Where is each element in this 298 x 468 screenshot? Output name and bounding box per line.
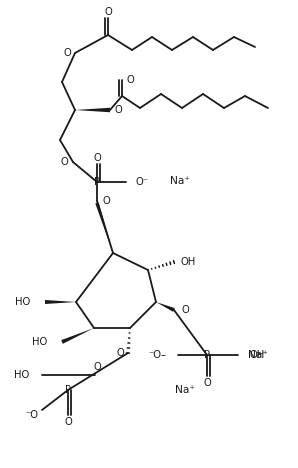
Text: Na⁺: Na⁺ [248, 350, 268, 360]
Text: HO: HO [14, 370, 29, 380]
Text: O: O [116, 348, 124, 358]
Text: P: P [94, 177, 100, 187]
Text: ⁻O: ⁻O [26, 410, 38, 420]
Text: O: O [114, 105, 122, 115]
Text: OH: OH [250, 350, 265, 360]
Polygon shape [75, 108, 110, 112]
Text: HO: HO [32, 337, 47, 347]
Polygon shape [45, 300, 76, 304]
Text: Na⁺: Na⁺ [175, 385, 195, 395]
Text: OH: OH [180, 257, 195, 267]
Text: O: O [203, 378, 211, 388]
Text: O: O [182, 305, 190, 315]
Text: O: O [126, 75, 134, 85]
Text: P: P [65, 385, 71, 395]
Text: O: O [102, 196, 110, 206]
Text: O: O [104, 7, 112, 17]
Text: O: O [63, 48, 71, 58]
Text: ⁻O–: ⁻O– [148, 350, 166, 360]
Text: O: O [64, 417, 72, 427]
Text: O: O [60, 157, 68, 167]
Text: O: O [93, 362, 101, 372]
Text: P: P [204, 350, 210, 360]
Text: Na⁺: Na⁺ [170, 176, 190, 186]
Polygon shape [156, 302, 175, 312]
Text: HO: HO [15, 297, 30, 307]
Polygon shape [95, 203, 113, 253]
Text: O: O [93, 153, 101, 163]
Polygon shape [61, 328, 94, 344]
Text: O⁻: O⁻ [136, 177, 149, 187]
